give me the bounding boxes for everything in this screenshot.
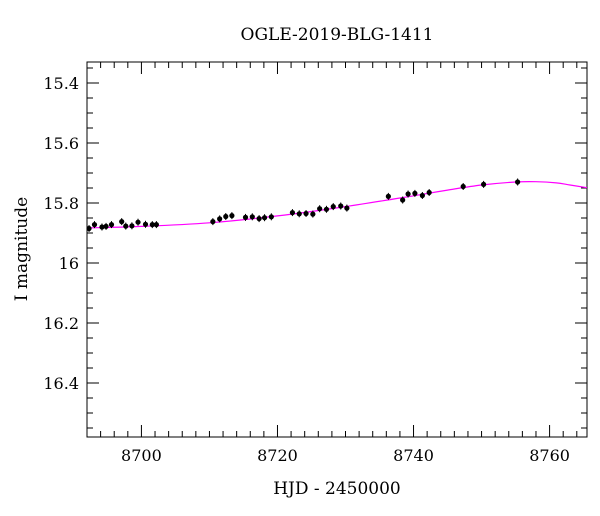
chart-title: OGLE-2019-BLG-1411 xyxy=(241,25,434,45)
data-point xyxy=(317,205,323,213)
x-tick-label: 8720 xyxy=(257,446,298,465)
data-point xyxy=(86,225,92,232)
data-point xyxy=(108,221,115,229)
data-point xyxy=(123,222,129,230)
y-tick-label: 16.2 xyxy=(43,314,79,333)
data-point xyxy=(119,218,125,226)
data-point xyxy=(99,223,105,231)
data-point xyxy=(405,190,411,198)
data-point xyxy=(242,213,249,221)
data-point xyxy=(344,204,350,212)
data-point xyxy=(400,196,406,204)
x-axis-label: HJD - 2450000 xyxy=(273,479,401,499)
data-point xyxy=(330,203,336,211)
data-point xyxy=(303,210,309,217)
y-axis-label: I magnitude xyxy=(12,197,32,301)
data-point xyxy=(480,180,487,188)
data-point xyxy=(229,212,235,220)
y-tick-label: 16.4 xyxy=(43,374,79,393)
data-point xyxy=(153,221,159,229)
y-tick-label: 15.4 xyxy=(43,74,79,93)
data-point xyxy=(223,213,229,220)
data-point xyxy=(261,214,268,222)
data-point xyxy=(268,213,274,221)
x-tick-label: 8700 xyxy=(121,446,162,465)
data-point xyxy=(419,192,425,199)
data-point xyxy=(135,218,141,226)
data-point xyxy=(103,222,109,230)
data-point xyxy=(210,218,216,226)
data-point xyxy=(338,202,344,210)
data-point xyxy=(91,221,98,229)
data-point xyxy=(412,189,418,197)
data-point xyxy=(217,215,223,223)
data-point xyxy=(256,215,262,223)
data-point xyxy=(323,205,330,213)
data-point xyxy=(426,189,432,196)
y-tick-label: 15.8 xyxy=(43,194,79,213)
plot-frame xyxy=(86,61,588,438)
x-tick-label: 8760 xyxy=(529,446,570,465)
data-point xyxy=(310,210,316,218)
data-point xyxy=(515,178,521,186)
model-curve xyxy=(87,180,587,229)
data-point xyxy=(460,183,466,190)
data-point xyxy=(129,222,135,230)
data-point xyxy=(149,221,155,229)
y-tick-label: 15.6 xyxy=(43,134,79,153)
data-point xyxy=(249,213,255,221)
data-point xyxy=(385,192,391,200)
data-point xyxy=(142,220,149,228)
data-point xyxy=(296,210,302,218)
y-tick-label: 16 xyxy=(59,254,79,273)
data-point xyxy=(289,209,296,217)
x-tick-label: 8740 xyxy=(393,446,434,465)
